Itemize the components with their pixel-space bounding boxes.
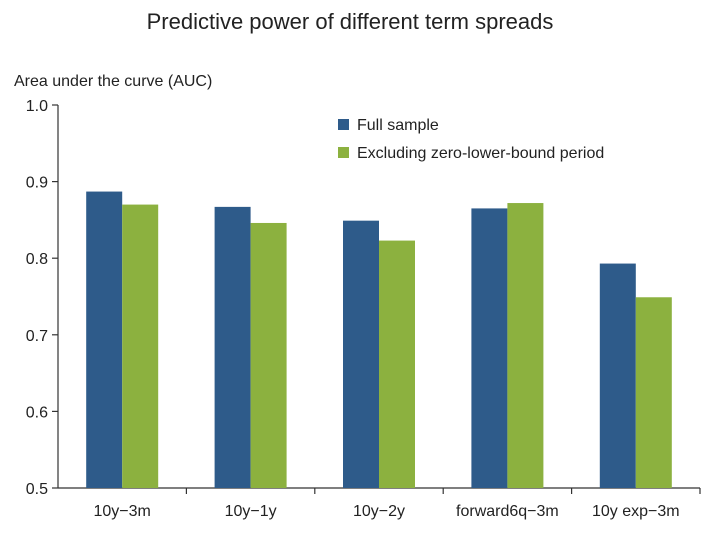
x-tick-label: 10y−2y [353, 503, 405, 520]
bar-excluding-zlb [122, 204, 159, 488]
bar-full-sample [471, 208, 508, 488]
legend-label: Excluding zero-lower-bound period [357, 145, 604, 162]
bar-full-sample [214, 206, 251, 489]
x-tick-label: 10y exp−3m [592, 503, 680, 520]
bar-excluding-zlb [250, 222, 287, 489]
bar-full-sample [343, 220, 379, 488]
bar-full-sample [599, 263, 636, 488]
y-tick-label: 0.9 [26, 175, 48, 192]
bar-excluding-zlb [635, 297, 672, 488]
bar-excluding-zlb [507, 203, 544, 488]
y-tick-label: 0.7 [26, 328, 48, 345]
bars [86, 191, 672, 489]
bar-excluding-zlb [379, 240, 415, 488]
y-tick-label: 0.6 [26, 404, 48, 421]
x-tick-label: 10y−3m [94, 503, 151, 520]
y-tick-label: 0.5 [26, 481, 48, 498]
y-axis-label: Area under the curve (AUC) [14, 73, 212, 90]
x-tick-label: 10y−1y [225, 503, 277, 520]
chart-title: Predictive power of different term sprea… [147, 9, 554, 34]
legend-swatch [338, 119, 349, 130]
legend-label: Full sample [357, 117, 439, 134]
y-tick-label: 0.8 [26, 251, 48, 268]
legend: Full sample Excluding zero-lower-bound pe… [338, 117, 604, 162]
y-tick-label: 1.0 [26, 98, 48, 115]
bar-full-sample [86, 191, 123, 489]
x-tick-label: forward6q−3m [456, 503, 559, 520]
axes: 0.5 0.6 0.7 0.8 0.9 1.0 10y−3m 10y−1y 10y−2y forw… [26, 98, 701, 520]
legend-swatch [338, 147, 349, 158]
